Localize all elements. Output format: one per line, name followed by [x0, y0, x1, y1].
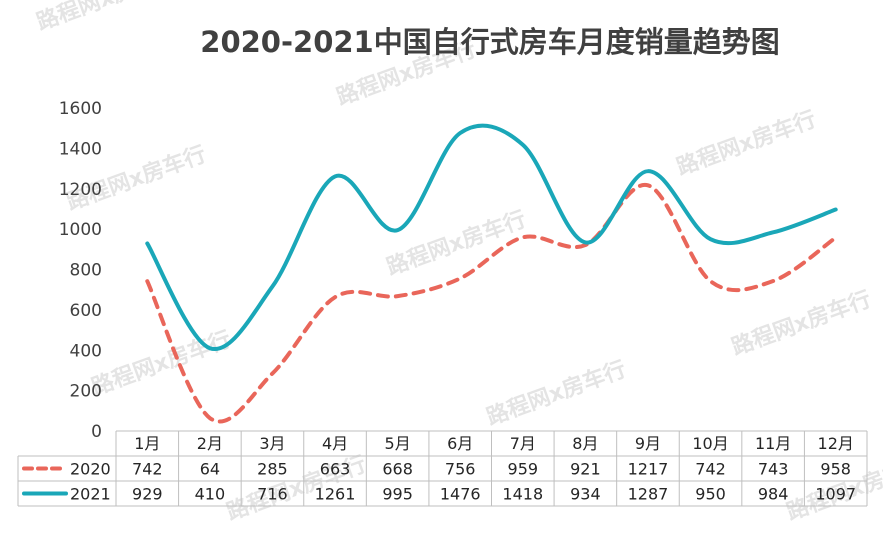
data-table: 1月 2月 3月 4月 5月 6月 7月 8月 9月 10月 11月 12月 2020 742 64 285 6…: [17, 430, 868, 507]
data-label: 1261: [315, 485, 356, 504]
data-point-2021: [208, 346, 212, 350]
y-tick-label: 400: [70, 341, 102, 361]
y-tick-label: 200: [70, 382, 102, 402]
x-tick-label: 1月: [134, 434, 160, 453]
watermark-text: 路程网x房车行: [673, 106, 819, 180]
data-label: 64: [200, 460, 220, 479]
data-point-2020: [208, 416, 212, 420]
y-tick-label: 600: [70, 301, 102, 321]
data-label: 995: [382, 485, 413, 504]
watermark-text: 路程网x房车行: [728, 286, 874, 360]
watermark-text: 路程网x房车行: [88, 326, 234, 400]
data-point-2021: [396, 228, 400, 232]
data-point-2021: [771, 230, 775, 234]
data-point-2021: [834, 208, 838, 212]
data-point-2021: [709, 237, 713, 241]
x-tick-label: 10月: [692, 434, 728, 453]
data-point-2020: [270, 371, 274, 375]
series-line-2020: [145, 183, 838, 424]
y-tick-label: 1600: [59, 99, 102, 119]
x-tick-label: 6月: [447, 434, 473, 453]
data-point-2020: [646, 183, 650, 187]
y-tick-label: 1000: [59, 220, 102, 240]
data-label: 1217: [628, 460, 669, 479]
data-label: 756: [445, 460, 476, 479]
data-point-2020: [709, 279, 713, 283]
y-axis: 0 200 400 600 800 1000 1200 1400 1600: [59, 99, 102, 442]
data-label: 984: [758, 485, 789, 504]
data-point-2020: [521, 235, 525, 239]
y-tick-label: 0: [91, 422, 102, 442]
data-point-2020: [333, 295, 337, 299]
data-point-2020: [834, 236, 838, 240]
data-label: 959: [508, 460, 539, 479]
data-label: 1287: [628, 485, 669, 504]
legend-label-2021: 2021: [70, 485, 111, 504]
x-tick-label: 12月: [818, 434, 854, 453]
x-tick-label: 7月: [510, 434, 536, 453]
data-label: 716: [257, 485, 288, 504]
y-tick-label: 800: [70, 261, 102, 281]
data-point-2020: [396, 294, 400, 298]
data-label: 668: [382, 460, 413, 479]
chart-title: 2020-2021中国自行式房车月度销量趋势图: [200, 25, 779, 59]
data-point-2021: [646, 169, 650, 173]
x-tick-label: 8月: [572, 434, 598, 453]
data-point-2021: [521, 143, 525, 147]
x-tick-label: 11月: [755, 434, 791, 453]
data-label: 934: [570, 485, 601, 504]
data-label: 743: [758, 460, 789, 479]
data-label: 950: [695, 485, 726, 504]
data-label: 410: [195, 485, 226, 504]
legend-label-2020: 2020: [70, 460, 111, 479]
data-label: 285: [257, 460, 288, 479]
y-tick-label: 1200: [59, 180, 102, 200]
x-tick-label: 9月: [635, 434, 661, 453]
series-line-2021: [145, 123, 838, 352]
x-tick-label: 5月: [385, 434, 411, 453]
watermark-text: 路程网x房车行: [33, 0, 179, 36]
data-point-2020: [145, 279, 149, 283]
data-label: 1418: [502, 485, 543, 504]
data-point-2021: [458, 131, 462, 135]
x-tick-label: 4月: [322, 434, 348, 453]
data-label: 958: [820, 460, 851, 479]
data-label: 663: [320, 460, 351, 479]
data-label: 929: [132, 485, 163, 504]
data-label: 1097: [815, 485, 856, 504]
data-label: 742: [132, 460, 163, 479]
data-label: 921: [570, 460, 601, 479]
data-point-2021: [145, 241, 149, 245]
data-label: 742: [695, 460, 726, 479]
data-point-2020: [458, 276, 462, 280]
data-point-2020: [771, 279, 775, 283]
data-point-2021: [270, 284, 274, 288]
y-tick-label: 1400: [59, 139, 102, 159]
data-point-2021: [583, 240, 587, 244]
watermark-text: 路程网x房车行: [483, 356, 629, 430]
data-point-2021: [333, 174, 337, 178]
x-tick-label: 3月: [259, 434, 285, 453]
data-label: 1476: [440, 485, 481, 504]
series-lines: [145, 123, 838, 424]
x-tick-label: 2月: [197, 434, 223, 453]
